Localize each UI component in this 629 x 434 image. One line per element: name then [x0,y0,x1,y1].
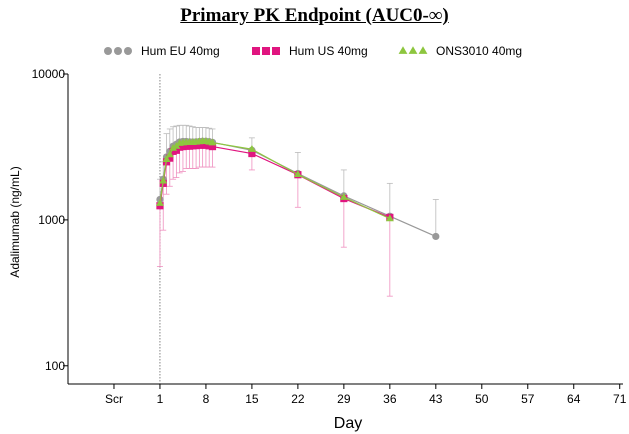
data-point [247,144,256,152]
data-point [262,47,270,55]
x-axis-title: Day [334,415,362,432]
data-point [162,155,171,162]
axes: 100 1000 10000 Scr 1 8 15 22 29 36 43 50 57 64 71 [32,67,627,406]
data-point [208,142,217,151]
x-tick-label: Scr [105,392,123,406]
data-point [385,214,394,222]
series-square [156,141,394,222]
x-tick-label: 43 [429,392,443,406]
data-point [398,46,408,54]
data-point [272,47,280,55]
x-tick-label: 1 [157,392,164,406]
data-point [293,170,302,178]
legend-item: Hum US 40mg [252,44,368,58]
x-tick-label: 36 [383,392,397,406]
chart-title: Primary PK Endpoint (AUC0-∞) [180,5,449,26]
x-tick-label: 64 [567,392,581,406]
x-tick-label: 15 [245,392,259,406]
legend-label: Hum US 40mg [289,44,368,58]
legend-label: ONS3010 40mg [436,44,522,58]
y-tick-label: 1000 [38,213,65,227]
data-point [159,176,168,184]
data-point [165,150,174,158]
data-point [339,192,348,200]
y-tick-label: 10000 [32,67,66,81]
legend-item: ONS3010 40mg [398,44,522,58]
legend: Hum EU 40mg Hum US 40mg ONS3010 40mg [104,44,522,58]
error-bars [156,124,439,297]
series-line [159,140,391,220]
legend-item: Hum EU 40mg [104,44,220,58]
data-point [408,46,418,54]
x-tick-label: 22 [291,392,305,406]
y-axis-title: Adalimumab (ng/mL) [8,166,22,277]
data-point [169,143,178,151]
y-tick-label: 100 [45,359,65,373]
data-point [124,47,132,55]
x-tick-label: 57 [521,392,535,406]
series-line [159,144,391,218]
legend-label: Hum EU 40mg [141,44,220,58]
data-point [252,47,260,55]
data-point [418,46,428,54]
data-point [114,47,122,55]
x-tick-label: 50 [475,392,489,406]
x-tick-label: 71 [613,392,627,406]
data-point [155,199,164,206]
series-group [155,137,440,241]
data-point [104,47,112,55]
data-point [166,154,174,162]
data-point [248,149,256,158]
data-point [208,138,217,146]
x-tick-label: 8 [203,392,210,406]
x-tick-label: 29 [337,392,351,406]
data-point [432,232,440,241]
series-triangle [155,137,394,222]
